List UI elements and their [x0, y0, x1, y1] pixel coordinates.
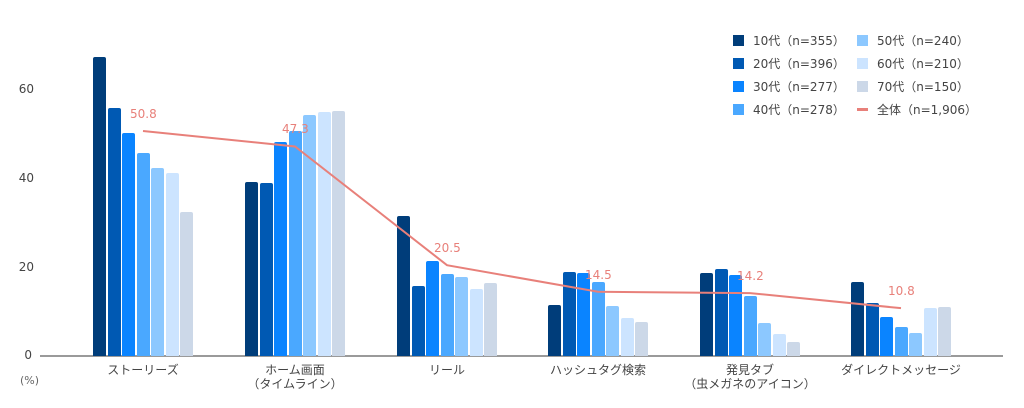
legend-item-30s: 30代（n=277）	[733, 78, 845, 95]
bar	[562, 271, 576, 356]
line-point-value-label: 10.8	[888, 284, 915, 299]
legend-item-50s: 50代（n=240）	[857, 32, 969, 49]
bar	[165, 173, 179, 356]
legend-item-10s: 10代（n=355）	[733, 32, 845, 49]
y-tick-60: 60	[18, 82, 34, 96]
bar	[455, 276, 468, 356]
y-tick-0: 0	[24, 348, 32, 362]
bar	[620, 317, 634, 356]
legend-swatch-icon	[733, 104, 744, 115]
line-point-value-label: 47.3	[282, 122, 309, 137]
legend-label: 30代（n=277）	[753, 80, 845, 94]
bar	[548, 305, 561, 356]
legend-label: 全体（n=1,906）	[877, 103, 978, 117]
bar	[577, 273, 590, 356]
bar	[93, 56, 106, 356]
legend-item-20s: 20代（n=396）	[733, 55, 845, 72]
legend-item-60s: 60代（n=210）	[857, 55, 969, 72]
bar	[245, 181, 258, 356]
bar	[180, 212, 193, 356]
x-category-label: 発見タブ （虫メガネのアイコン）	[684, 363, 816, 391]
bar	[274, 142, 287, 356]
legend-swatch-icon	[857, 81, 868, 92]
legend-label: 20代（n=396）	[753, 57, 845, 71]
bar	[397, 216, 410, 356]
x-category-label: ホーム画面 （タイムライン）	[247, 363, 343, 391]
legend-label: 70代（n=150）	[877, 80, 969, 94]
x-category-label: ダイレクトメッセージ	[841, 363, 961, 377]
legend-label: 50代（n=240）	[877, 34, 969, 48]
bar	[484, 282, 497, 356]
x-category-label: ハッシュタグ検索	[549, 363, 646, 377]
bar	[332, 111, 345, 356]
line-point-value-label: 50.8	[130, 106, 157, 121]
bar	[136, 153, 150, 356]
bar	[469, 289, 483, 356]
bar	[151, 168, 164, 356]
legend-swatch-icon	[857, 58, 868, 69]
bar	[851, 282, 864, 356]
bar	[288, 130, 302, 356]
legend-swatch-icon	[857, 35, 868, 46]
legend-item-40s: 40代（n=278）	[733, 101, 845, 118]
bar	[714, 269, 728, 356]
bar	[700, 273, 713, 356]
bar	[772, 333, 786, 356]
y-tick-20: 20	[18, 260, 34, 274]
line-point-value-label: 14.2	[737, 269, 764, 284]
bar	[865, 302, 879, 356]
legend-item-overall: 全体（n=1,906）	[857, 101, 977, 118]
legend-item-70s: 70代（n=150）	[857, 78, 969, 95]
bar	[440, 274, 454, 356]
bar	[122, 133, 135, 356]
x-category-label: リール	[428, 363, 465, 377]
legend-line-icon	[857, 108, 868, 111]
legend-label: 10代（n=355）	[753, 34, 845, 48]
legend-swatch-icon	[733, 35, 744, 46]
legend-label: 60代（n=210）	[877, 57, 969, 71]
y-axis-unit-label: (%)	[20, 374, 40, 387]
x-category-label: ストーリーズ	[107, 363, 179, 377]
bar	[938, 306, 951, 356]
bar	[787, 341, 800, 356]
bar	[894, 327, 908, 356]
bar	[923, 308, 937, 356]
bar	[107, 107, 121, 356]
bar	[411, 286, 425, 356]
bar	[880, 317, 893, 356]
bar	[303, 115, 316, 356]
bar	[426, 261, 439, 356]
legend-label: 40代（n=278）	[753, 103, 845, 117]
bar	[909, 332, 922, 356]
bar	[743, 296, 757, 356]
bar	[635, 321, 648, 356]
legend-swatch-icon	[733, 58, 744, 69]
line-point-value-label: 14.5	[585, 267, 612, 282]
bar	[758, 323, 771, 356]
y-tick-40: 40	[18, 171, 34, 185]
x-axis-line	[40, 355, 1003, 357]
overall-line	[142, 129, 902, 310]
bar	[591, 282, 605, 356]
bar	[317, 111, 331, 356]
legend-swatch-icon	[733, 81, 744, 92]
line-point-value-label: 20.5	[434, 241, 461, 256]
bar	[729, 274, 742, 356]
bar	[259, 183, 273, 356]
bar	[606, 305, 619, 356]
